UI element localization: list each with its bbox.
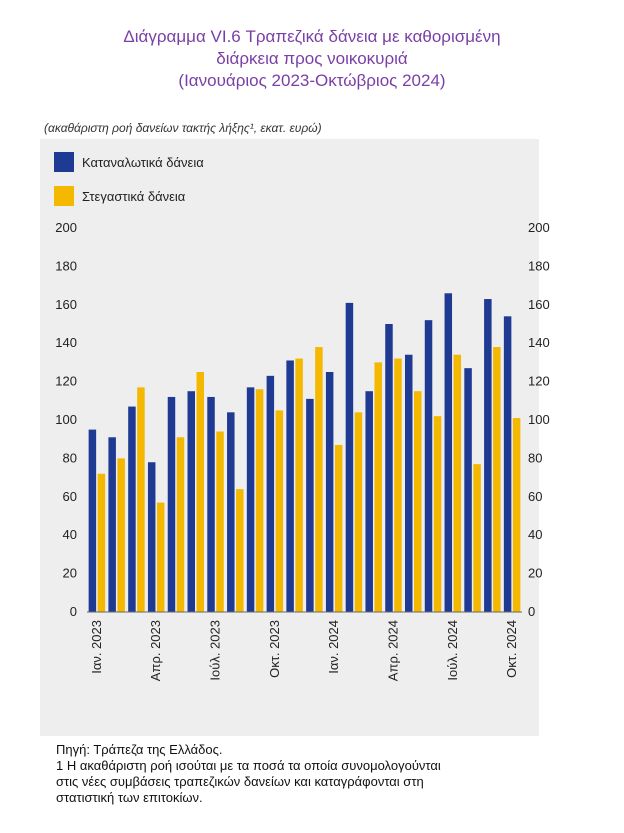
x-tick-label: Οκτ. 2024 — [504, 620, 519, 678]
footnote-line-3: στατιστική των επιτοκίων. — [56, 790, 203, 805]
y-tick-label-right: 20 — [528, 566, 542, 581]
bar-housing — [493, 347, 501, 612]
bar-consumer — [484, 299, 492, 612]
bar-housing — [453, 354, 462, 612]
legend-label-consumer: Καταναλωτικά δάνεια — [82, 154, 204, 170]
bar-housing — [473, 464, 481, 612]
legend-item-housing: Στεγαστικά δάνεια — [54, 186, 185, 206]
y-tick-label-left: 180 — [55, 258, 77, 273]
y-tick-label-left: 100 — [55, 412, 77, 427]
y-tick-label-right: 160 — [528, 297, 550, 312]
x-tick-label: Ιαν. 2024 — [326, 620, 341, 674]
bar-consumer — [424, 320, 433, 612]
bar-consumer — [503, 316, 512, 612]
legend-item-consumer: Καταναλωτικά δάνεια — [54, 152, 204, 172]
y-tick-label-right: 180 — [528, 258, 550, 273]
legend-swatch-housing — [54, 186, 74, 206]
bar-consumer — [444, 293, 453, 612]
bar-consumer — [325, 372, 334, 612]
x-tick-label: Ιούλ. 2024 — [445, 620, 460, 681]
bar-consumer — [266, 375, 275, 612]
chart-title-line-3: (Ιανουάριος 2023-Οκτώβριος 2024) — [178, 71, 446, 90]
bar-consumer — [108, 437, 116, 612]
y-tick-label-right: 60 — [528, 489, 542, 504]
y-tick-label-right: 140 — [528, 335, 550, 350]
bar-housing — [236, 489, 244, 612]
bar-housing — [315, 347, 323, 612]
y-tick-label-right: 200 — [528, 220, 550, 235]
y-tick-label-right: 0 — [528, 604, 535, 619]
chart-subtitle: (ακαθάριστη ροή δανείων τακτής λήξης¹, ε… — [44, 121, 322, 135]
bar-consumer — [207, 396, 215, 612]
bar-housing — [414, 391, 422, 612]
y-tick-label-left: 120 — [55, 374, 77, 389]
bar-housing — [374, 362, 382, 612]
bar-housing — [216, 431, 224, 612]
footnote-line-2: στις νέες συμβάσεις τραπεζικών δανείων κ… — [56, 774, 424, 789]
y-tick-label-right: 100 — [528, 412, 550, 427]
y-tick-label-left: 0 — [70, 604, 77, 619]
bar-consumer — [286, 360, 294, 612]
bar-housing — [354, 412, 363, 612]
y-tick-label-left: 60 — [63, 489, 77, 504]
bar-housing — [334, 444, 343, 612]
legend-label-housing: Στεγαστικά δάνεια — [82, 188, 186, 204]
x-tick-label: Απρ. 2024 — [385, 620, 400, 681]
bar-consumer — [246, 387, 255, 612]
bar-housing — [97, 473, 106, 612]
y-tick-label-right: 40 — [528, 527, 542, 542]
y-tick-label-left: 20 — [63, 566, 77, 581]
y-tick-label-right: 80 — [528, 450, 542, 465]
bar-consumer — [88, 429, 97, 612]
bar-consumer — [464, 368, 472, 612]
legend-swatch-consumer — [54, 152, 74, 172]
chart-title-line-2: διάρκεια προς νοικοκυριά — [216, 49, 408, 68]
x-tick-label: Ιαν. 2023 — [89, 620, 104, 674]
y-tick-label-left: 160 — [55, 297, 77, 312]
bar-consumer — [345, 302, 354, 612]
footnote-line-1: 1 Η ακαθάριστη ροή ισούται με τα ποσά τα… — [56, 758, 441, 773]
x-tick-label: Οκτ. 2023 — [267, 620, 282, 678]
bar-housing — [117, 458, 125, 612]
bar-consumer — [128, 406, 136, 612]
bar-housing — [176, 437, 185, 612]
bar-housing — [512, 418, 521, 612]
bar-consumer — [147, 462, 156, 612]
bar-consumer — [385, 324, 393, 612]
x-tick-label: Ιούλ. 2023 — [208, 620, 223, 681]
x-tick-label: Απρ. 2023 — [148, 620, 163, 681]
bar-consumer — [306, 398, 314, 612]
y-tick-label-right: 120 — [528, 374, 550, 389]
chart-footer: Πηγή: Τράπεζα της Ελλάδος. 1 Η ακαθάριστ… — [56, 742, 441, 806]
bar-consumer — [365, 391, 373, 612]
bar-housing — [137, 387, 145, 612]
bar-consumer — [405, 354, 413, 612]
bar-consumer — [187, 391, 195, 612]
chart-title-line-1: Διάγραμμα VI.6 Τραπεζικά δάνεια με καθορ… — [123, 27, 501, 46]
bar-housing — [156, 502, 165, 612]
chart-title: Διάγραμμα VI.6 Τραπεζικά δάνεια με καθορ… — [0, 26, 624, 92]
bar-housing — [275, 410, 284, 612]
bar-housing — [255, 389, 264, 612]
y-tick-label-left: 200 — [55, 220, 77, 235]
y-tick-label-left: 80 — [63, 450, 77, 465]
y-tick-label-left: 40 — [63, 527, 77, 542]
bar-housing — [394, 358, 402, 612]
source-note: Πηγή: Τράπεζα της Ελλάδος. — [56, 742, 223, 757]
bar-consumer — [227, 412, 235, 612]
bar-housing — [295, 358, 303, 612]
bar-housing — [196, 372, 204, 612]
bar-consumer — [167, 396, 176, 612]
y-tick-label-left: 140 — [55, 335, 77, 350]
bar-housing — [433, 416, 442, 612]
